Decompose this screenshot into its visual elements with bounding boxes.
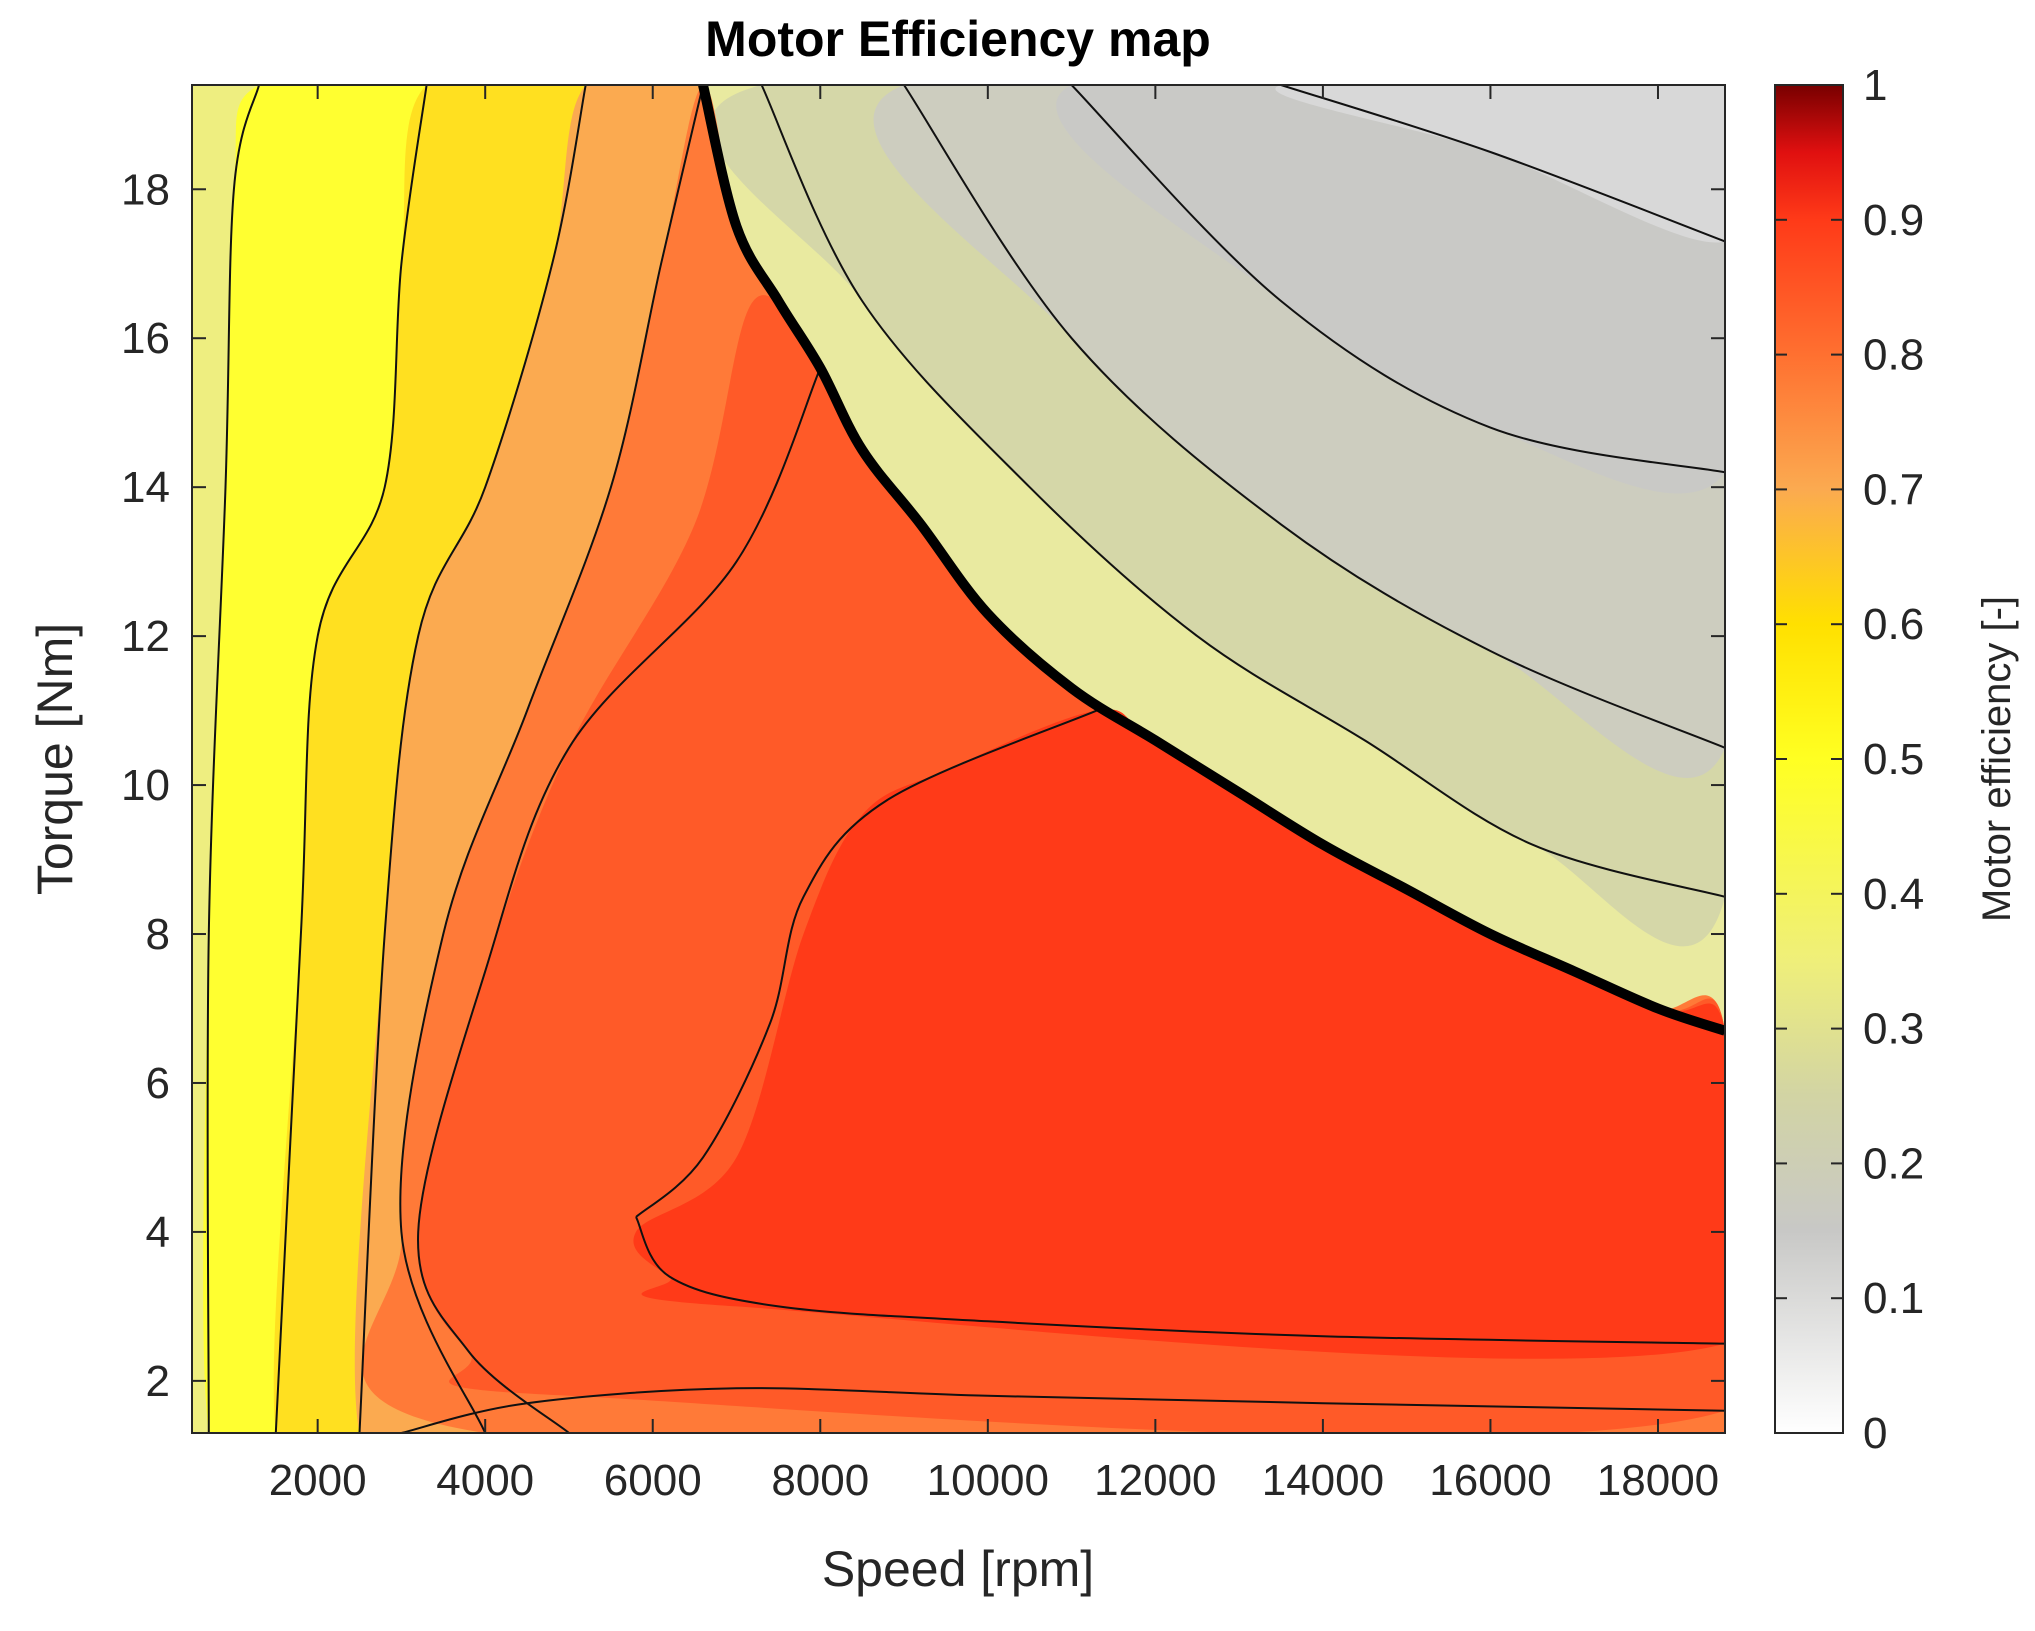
- contour-line-0-27: [760, 85, 1725, 898]
- colorbar-tick-label: 0.8: [1863, 331, 1924, 380]
- y-tick-label: 14: [121, 463, 170, 512]
- chart-title: Motor Efficiency map: [705, 11, 1211, 67]
- x-axis-label: Speed [rpm]: [822, 1541, 1094, 1597]
- contour-region-0-4: [192, 85, 261, 1433]
- x-tick-label: 18000: [1597, 1456, 1719, 1505]
- contour-region-0-15: [1056, 85, 1725, 494]
- contour-region-0-5: [203, 85, 434, 1433]
- x-tick-label: 14000: [1262, 1456, 1384, 1505]
- y-tick-label: 18: [121, 165, 170, 214]
- y-tick-label: 2: [146, 1357, 170, 1406]
- colorbar-tick-label: 0.5: [1863, 735, 1924, 784]
- colorbar-tick-label: 0.1: [1863, 1274, 1924, 1323]
- max-torque-layer: [698, 85, 1725, 1036]
- contour-line-0-15: [1280, 85, 1725, 243]
- colorbar-tick-label: 0: [1863, 1409, 1887, 1458]
- y-tick-label: 4: [146, 1208, 170, 1257]
- contour-region-0-6: [273, 85, 592, 1433]
- colorbar-tick-label: 0.9: [1863, 196, 1924, 245]
- contour-line-0-9: [635, 709, 1098, 1218]
- y-tick-label: 12: [121, 612, 170, 661]
- contour-line-0-9: [635, 1216, 1725, 1345]
- contour-region-0-9: [633, 709, 1725, 1359]
- y-tick-label: 16: [121, 314, 170, 363]
- colorbar-tick-label: 1: [1863, 61, 1887, 110]
- colorbar-ticks: 0 0.1 0.2 0.3 0.4 0.5 0.6 0.7 0.8 0.9 1: [1775, 61, 1924, 1458]
- plot-frame: [191, 84, 1726, 1434]
- x-tick-label: 8000: [771, 1456, 869, 1505]
- y-tick-label: 8: [146, 910, 170, 959]
- x-tick-label: 2000: [269, 1456, 367, 1505]
- colorbar-tick-label: 0.4: [1863, 870, 1924, 919]
- y-axis-label: Torque [Nm]: [27, 623, 83, 895]
- contour-line-0-8: [399, 85, 704, 1433]
- contour-line-0-85: [401, 1387, 1725, 1433]
- contour-region-0-12: [1275, 85, 1725, 243]
- contour-line-0-6: [274, 85, 428, 1433]
- contour-fill-layer: [192, 85, 1725, 1433]
- contour-line-0-85: [417, 367, 822, 1433]
- y-tick-label: 6: [146, 1059, 170, 1108]
- contour-line-layer: [206, 85, 1725, 1433]
- contour-region-0-7: [354, 85, 706, 1433]
- colorbar-tick-label: 0.7: [1863, 465, 1924, 514]
- y-axis-ticks: 2 4 6 8 10 12 14 16 18: [121, 165, 1725, 1406]
- x-tick-label: 6000: [604, 1456, 702, 1505]
- x-tick-label: 16000: [1429, 1456, 1551, 1505]
- y-tick-label: 10: [121, 761, 170, 810]
- colorbar-tick-label: 0.3: [1863, 1005, 1924, 1054]
- x-tick-label: 10000: [927, 1456, 1049, 1505]
- contour-line-0-22: [903, 85, 1725, 749]
- x-axis-ticks: 2000 4000 6000 8000 10000 12000 14000 16000 1800…: [269, 85, 1719, 1505]
- colorbar-label: Motor efficiency [-]: [1975, 596, 2019, 922]
- contour-line-0-5: [206, 85, 260, 1433]
- colorbar-tick-label: 0.6: [1863, 600, 1924, 649]
- max-torque-boundary: [698, 85, 1725, 1036]
- contour-line-0-18: [1070, 85, 1725, 474]
- contour-line-0-7: [358, 85, 587, 1433]
- x-tick-label: 4000: [436, 1456, 534, 1505]
- colorbar-tick-label: 0.2: [1863, 1139, 1924, 1188]
- x-tick-label: 12000: [1094, 1456, 1216, 1505]
